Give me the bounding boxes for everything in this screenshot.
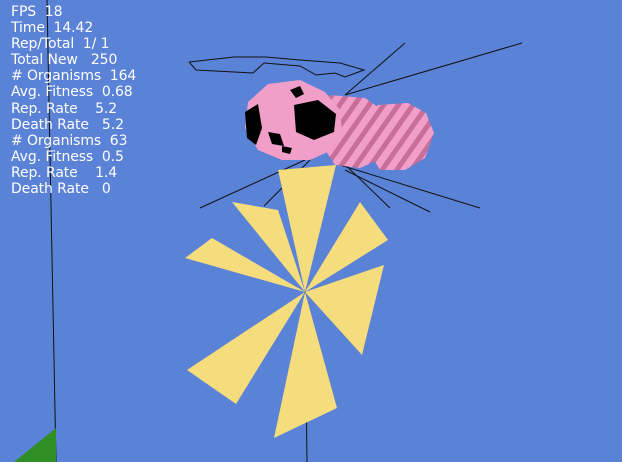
fps-readout: FPS 18 [11, 4, 63, 20]
petal-bottom-left [187, 292, 305, 404]
wire-f [339, 164, 481, 209]
organism[interactable] [245, 80, 434, 170]
petal-right [305, 265, 384, 355]
nostril-icon [290, 86, 304, 98]
organism-head [245, 80, 342, 160]
wire-g [344, 169, 431, 213]
cheek-mark [282, 146, 292, 154]
flower-food [185, 165, 388, 438]
left-eye-icon [245, 104, 262, 145]
wire-c [199, 159, 306, 209]
right-eye-icon [294, 100, 336, 140]
rep-total-readout: Rep/Total 1/ 1 [11, 36, 110, 53]
group2-rep-rate: Rep. Rate 1.4 [11, 164, 118, 181]
group2-death-rate: Death Rate 0 [11, 181, 111, 198]
group2-avg-fitness: Avg. Fitness 0.5 [11, 148, 124, 165]
wire-a [344, 42, 406, 96]
petal-upper-left [232, 202, 305, 292]
petal-upper-right [305, 202, 388, 292]
group1-death-rate: Death Rate 5.2 [11, 116, 124, 133]
group1-rep-rate: Rep. Rate 5.2 [11, 100, 118, 117]
left-vertical-line [46, 0, 57, 462]
total-new-readout: Total New 250 [11, 52, 118, 69]
petal-bottom-right [274, 292, 337, 438]
stats-hud: FPS 18 Time 14.42 Rep/Total 1/ 1 Total N… [11, 4, 136, 197]
wire-b [344, 42, 523, 96]
petal-left [185, 238, 305, 292]
top-wire-loop [188, 56, 366, 78]
petal-top [278, 165, 336, 292]
group2-organisms: # Organisms 63 [11, 132, 128, 149]
time-readout: Time 14.42 [11, 20, 94, 37]
mouth-mark [268, 132, 284, 146]
ground-patch [14, 428, 56, 462]
group1-organisms: # Organisms 164 [11, 68, 137, 85]
group1-avg-fitness: Avg. Fitness 0.68 [11, 84, 133, 101]
